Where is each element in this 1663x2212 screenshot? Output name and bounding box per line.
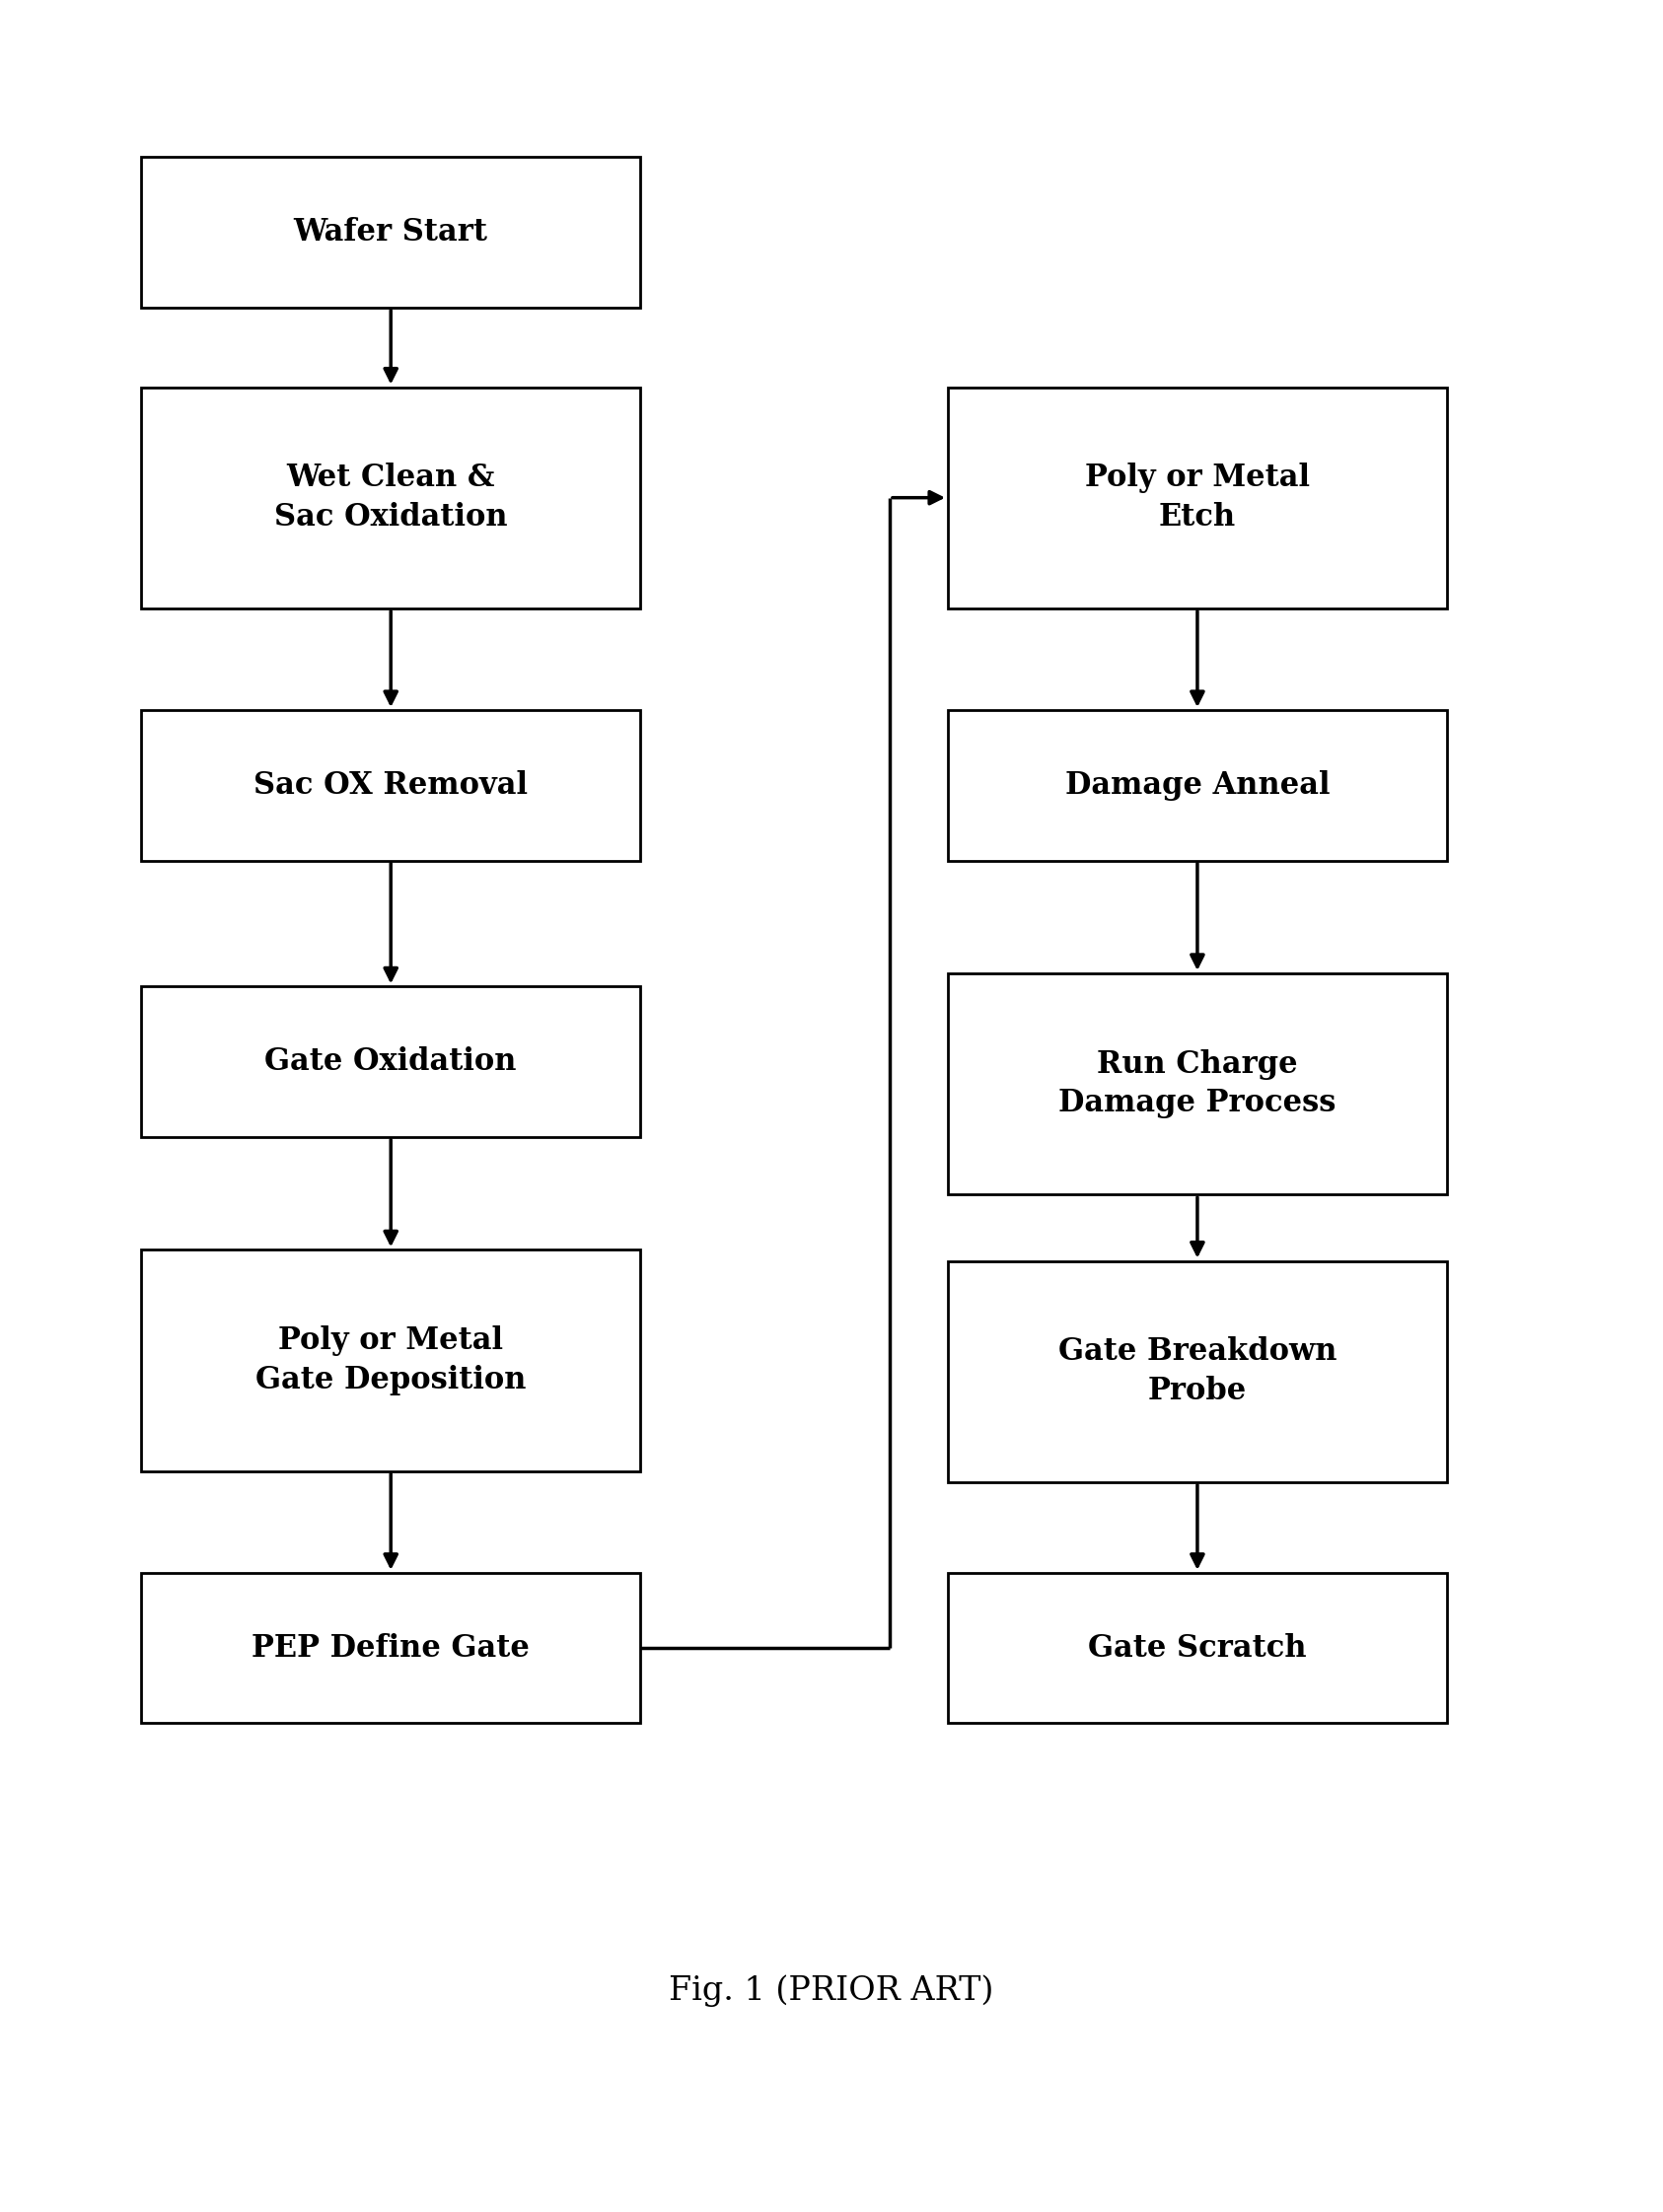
- Text: Gate Breakdown
Probe: Gate Breakdown Probe: [1058, 1336, 1337, 1407]
- Bar: [948, 387, 1447, 608]
- Bar: [141, 387, 640, 608]
- Bar: [948, 973, 1447, 1194]
- Text: Poly or Metal
Gate Deposition: Poly or Metal Gate Deposition: [256, 1325, 526, 1396]
- Bar: [141, 710, 640, 860]
- Bar: [141, 1250, 640, 1471]
- Text: Fig. 1 (PRIOR ART): Fig. 1 (PRIOR ART): [669, 1975, 994, 2006]
- Text: Gate Scratch: Gate Scratch: [1088, 1632, 1307, 1663]
- Text: Sac OX Removal: Sac OX Removal: [254, 770, 527, 801]
- Bar: [948, 1261, 1447, 1482]
- Bar: [141, 157, 640, 307]
- Text: Damage Anneal: Damage Anneal: [1064, 770, 1330, 801]
- Bar: [141, 987, 640, 1137]
- Text: PEP Define Gate: PEP Define Gate: [251, 1632, 530, 1663]
- Text: Poly or Metal
Etch: Poly or Metal Etch: [1084, 462, 1310, 533]
- Bar: [141, 1573, 640, 1723]
- Text: Wet Clean &
Sac Oxidation: Wet Clean & Sac Oxidation: [274, 462, 507, 533]
- Bar: [948, 710, 1447, 860]
- Text: Wafer Start: Wafer Start: [294, 217, 487, 248]
- Bar: [948, 1573, 1447, 1723]
- Text: Gate Oxidation: Gate Oxidation: [264, 1046, 517, 1077]
- Text: Run Charge
Damage Process: Run Charge Damage Process: [1059, 1048, 1335, 1119]
